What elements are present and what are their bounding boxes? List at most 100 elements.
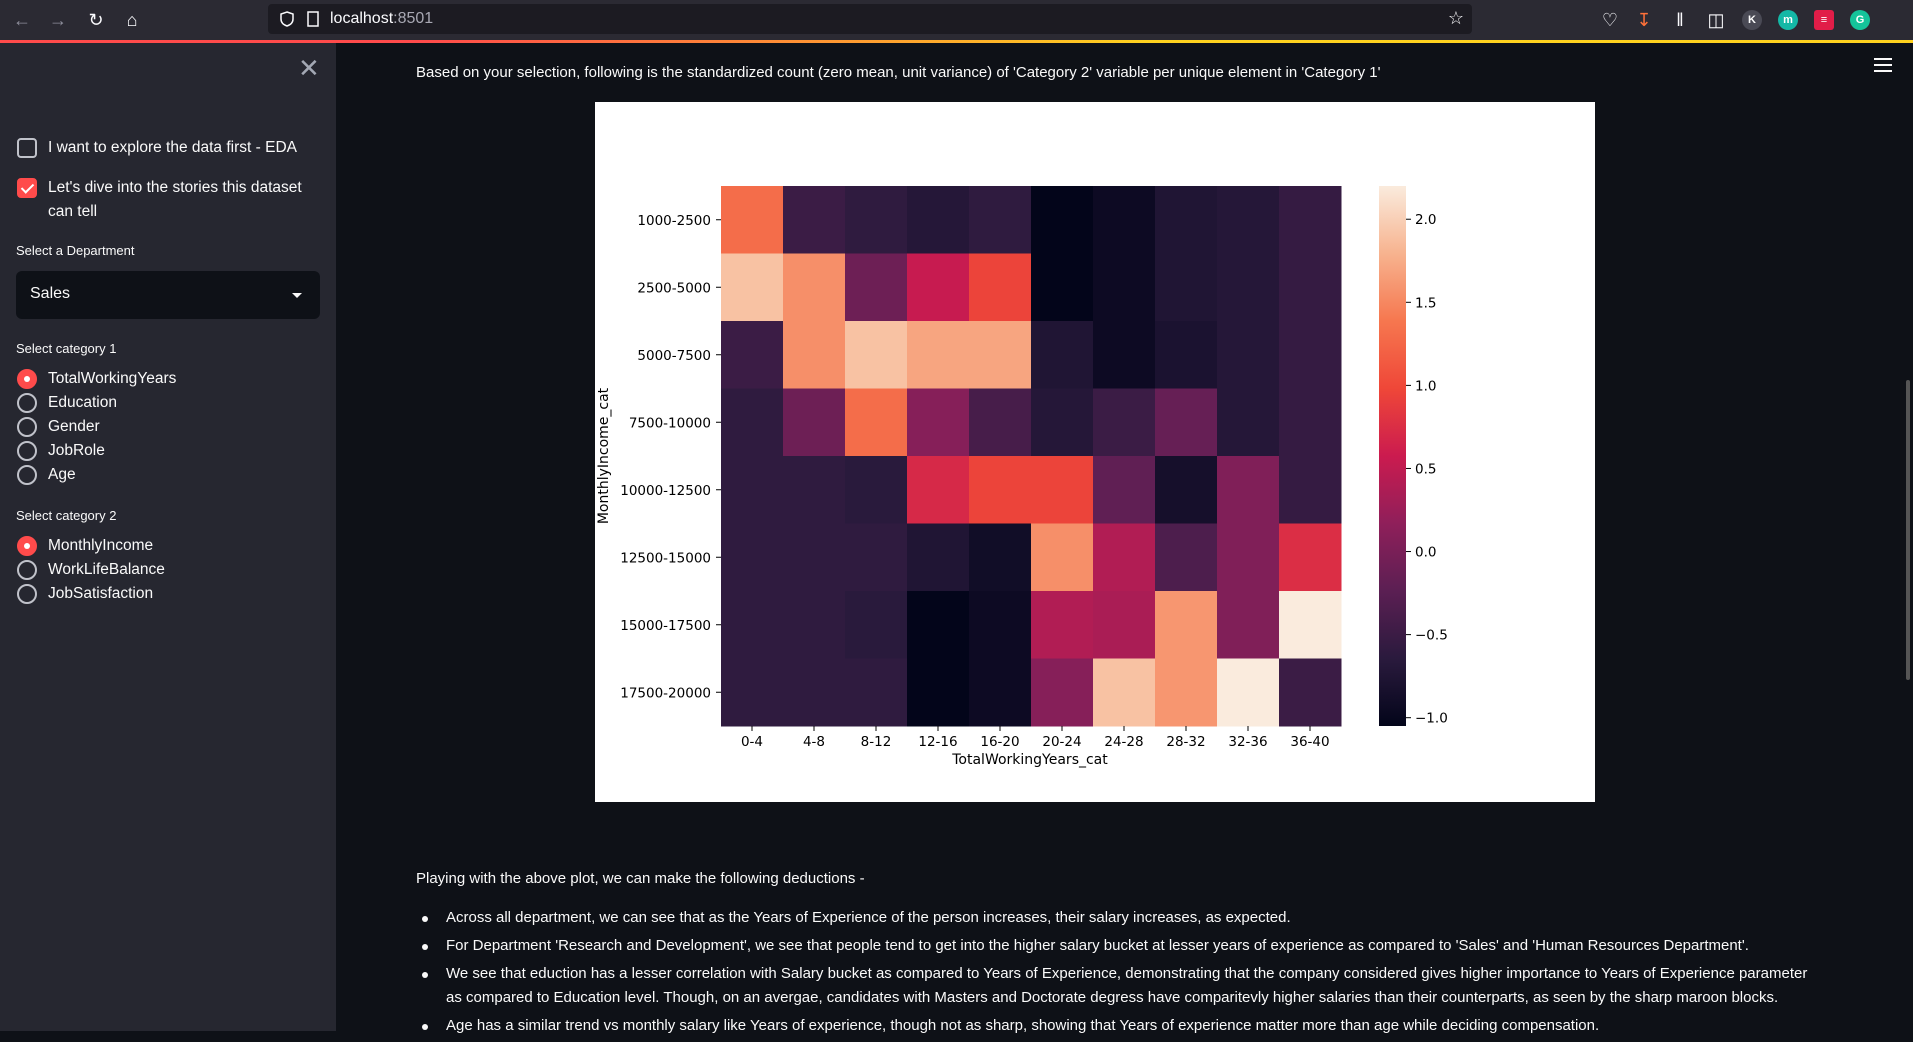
extension-k-icon[interactable]: K	[1742, 10, 1762, 30]
radio-label-monthlyincome[interactable]: MonthlyIncome	[48, 537, 154, 554]
heatmap-cell	[783, 523, 846, 592]
radio-label-age[interactable]: Age	[48, 466, 76, 483]
streamlit-decoration-line	[0, 40, 1913, 43]
browser-toolbar: ← → ↻ ⌂ localhost:8501 ☆ ♡ ↧ ‖ ◫ K m ≡ G	[0, 0, 1913, 40]
radio-label-worklifebalance[interactable]: WorkLifeBalance	[48, 561, 165, 578]
scrollbar[interactable]	[1906, 380, 1910, 680]
colorbar-tick-label: 0.0	[1415, 545, 1436, 561]
heatmap-cell	[1155, 658, 1218, 727]
heatmap-cell	[1031, 253, 1094, 322]
radio-jobrole[interactable]	[17, 441, 37, 461]
y-tick-label: 17500-20000	[620, 685, 711, 701]
radio-monthlyincome[interactable]	[17, 536, 37, 556]
heatmap-cell	[1155, 523, 1218, 592]
heatmap-cell	[1155, 321, 1218, 389]
radio-gender[interactable]	[17, 417, 37, 437]
heatmap-cell	[1031, 456, 1094, 524]
heatmap-cell	[1279, 253, 1342, 322]
radio-jobsatisfaction[interactable]	[17, 584, 37, 604]
radio-age[interactable]	[17, 465, 37, 485]
colorbar	[1379, 186, 1406, 726]
radio-label-totalworkingyears[interactable]: TotalWorkingYears	[48, 370, 177, 387]
heatmap-cell	[783, 388, 846, 457]
heatmap-cell	[969, 523, 1032, 592]
department-select[interactable]: Sales	[16, 271, 320, 319]
close-icon[interactable]: ✕	[298, 53, 320, 83]
y-tick-label: 1000-2500	[637, 213, 711, 229]
grammarly-icon[interactable]: G	[1850, 10, 1870, 30]
page-icon	[307, 11, 319, 27]
sidebar-toggle-icon[interactable]: ◫	[1707, 10, 1725, 30]
heatmap-cell	[1279, 186, 1342, 254]
heatmap-cell	[1155, 253, 1218, 322]
heatmap-cell	[1279, 456, 1342, 524]
extension-todoist-icon[interactable]: ≡	[1814, 10, 1834, 30]
heatmap-cell	[1031, 658, 1094, 727]
heatmap-cell	[1217, 523, 1280, 592]
heatmap-cell	[969, 186, 1032, 254]
eda-checkbox[interactable]	[17, 138, 37, 158]
heatmap-cell	[845, 321, 908, 389]
address-bar[interactable]: localhost:8501 ☆	[268, 4, 1472, 34]
y-axis-label: MonthlyIncome_cat	[596, 387, 612, 524]
heatmap-cell	[969, 591, 1032, 659]
download-icon[interactable]: ↧	[1636, 10, 1652, 30]
heatmap-cell	[1155, 186, 1218, 254]
heatmap-cell	[783, 658, 846, 727]
extension-m-icon[interactable]: m	[1778, 10, 1798, 30]
category2-label: Select category 2	[16, 508, 117, 523]
y-tick-label: 12500-15000	[620, 550, 711, 566]
pocket-icon[interactable]: ♡	[1601, 10, 1619, 30]
x-tick-label: 24-28	[1104, 734, 1143, 750]
hamburger-menu-icon[interactable]	[1874, 58, 1892, 74]
heatmap-cell	[907, 658, 970, 727]
heatmap-cell	[907, 186, 970, 254]
radio-label-jobsatisfaction[interactable]: JobSatisfaction	[48, 585, 154, 602]
heatmap-cell	[721, 523, 784, 592]
category1-label: Select category 1	[16, 341, 117, 356]
x-tick-label: 28-32	[1166, 734, 1205, 750]
heatmap-cell	[1031, 186, 1094, 254]
heatmap-chart: 0-4 4-8 8-12 12-16 16-20 20-24 24-28 28-32 32-36…	[595, 102, 1595, 802]
heatmap-cell	[907, 591, 970, 659]
radio-worklifebalance[interactable]	[17, 560, 37, 580]
y-tick-label: 5000-7500	[637, 348, 711, 364]
heatmap-cell	[1279, 658, 1342, 727]
reload-icon[interactable]: ↻	[88, 10, 104, 30]
heatmap-cell	[969, 388, 1032, 457]
heatmap-cell	[845, 186, 908, 254]
home-icon[interactable]: ⌂	[126, 10, 138, 30]
heatmap-cell	[907, 253, 970, 322]
eda-checkbox-label[interactable]: I want to explore the data first - EDA	[48, 139, 297, 156]
heatmap-cell	[1279, 591, 1342, 659]
bookmark-star-icon[interactable]: ☆	[1447, 8, 1464, 28]
x-tick-label: 12-16	[918, 734, 957, 750]
radio-education[interactable]	[17, 393, 37, 413]
stories-checkbox-label[interactable]: Let's dive into the stories this dataset…	[48, 179, 302, 220]
heatmap-cell	[1093, 591, 1156, 659]
y-tick-label: 10000-12500	[620, 483, 711, 499]
heatmap-cell	[845, 253, 908, 322]
list-item: For Department 'Research and Development…	[416, 934, 1816, 958]
forward-icon[interactable]: →	[49, 10, 67, 30]
intro-text: Based on your selection, following is th…	[416, 64, 1381, 81]
colorbar-tick-label: −0.5	[1415, 628, 1448, 644]
department-value: Sales	[30, 285, 71, 302]
list-item: Across all department, we can see that a…	[416, 906, 1816, 930]
colorbar-tick-label: −1.0	[1415, 711, 1448, 727]
list-item: We see that eduction has a lesser correl…	[416, 962, 1816, 1010]
back-icon[interactable]: ←	[13, 10, 31, 30]
radio-totalworkingyears[interactable]	[17, 369, 37, 389]
radio-label-gender[interactable]: Gender	[48, 418, 100, 435]
heatmap-cell	[783, 186, 846, 254]
stories-checkbox[interactable]	[17, 178, 37, 198]
heatmap-svg: 0-4 4-8 8-12 12-16 16-20 20-24 24-28 28-32 32-36…	[596, 186, 1448, 768]
library-icon[interactable]: ‖	[1676, 10, 1684, 30]
radio-label-education[interactable]: Education	[48, 394, 117, 411]
sidebar: ✕ I want to explore the data first - EDA…	[0, 43, 336, 1031]
colorbar-tick-label: 1.5	[1415, 295, 1436, 311]
radio-label-jobrole[interactable]: JobRole	[48, 442, 105, 459]
heatmap-cell	[1217, 321, 1280, 389]
heatmap-cell	[1093, 253, 1156, 322]
x-tick-label: 20-24	[1042, 734, 1081, 750]
